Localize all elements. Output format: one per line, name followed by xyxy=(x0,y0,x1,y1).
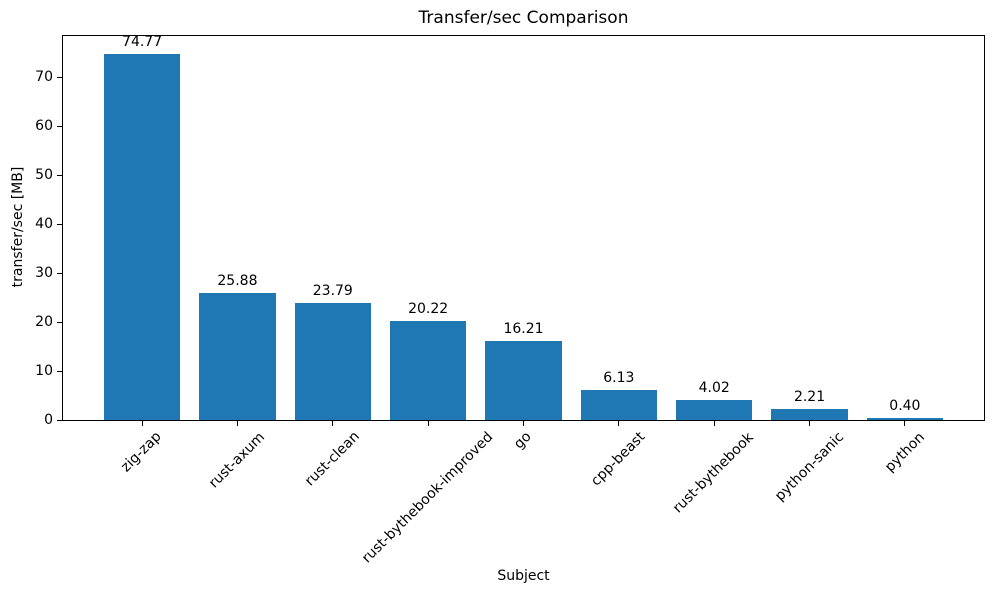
bar-value-label: 20.22 xyxy=(408,301,449,317)
y-tick xyxy=(57,419,62,421)
bar xyxy=(390,321,467,420)
x-tick xyxy=(904,421,906,426)
y-tick xyxy=(57,125,62,127)
bar-value-label: 6.13 xyxy=(603,370,635,386)
y-tick xyxy=(57,370,62,372)
x-tick xyxy=(332,421,334,426)
x-tick xyxy=(618,421,620,426)
bar-value-label: 25.88 xyxy=(217,273,258,289)
x-tick xyxy=(523,421,524,426)
y-tick xyxy=(57,223,62,225)
x-tick-label: rust-bythebook xyxy=(670,429,758,516)
bar-value-label: 16.21 xyxy=(503,321,544,337)
bar xyxy=(485,341,562,420)
x-tick-label: python-sanic xyxy=(771,428,847,504)
x-axis-label: Subject xyxy=(497,568,550,584)
y-tick-label: 60 xyxy=(35,118,53,135)
x-tick xyxy=(713,421,715,426)
y-tick xyxy=(57,272,62,274)
bar-value-label: 2.21 xyxy=(793,389,826,405)
bar xyxy=(199,293,276,420)
x-tick-label: rust-bythebook-improved xyxy=(359,428,497,567)
y-tick xyxy=(57,321,62,323)
y-tick xyxy=(57,76,62,78)
y-tick-label: 40 xyxy=(35,216,53,233)
bar xyxy=(676,400,753,420)
y-tick xyxy=(57,174,62,176)
y-tick-label: 70 xyxy=(35,69,53,86)
bar-value-label: 4.02 xyxy=(698,380,730,396)
y-tick-label: 0 xyxy=(44,412,53,428)
bar xyxy=(580,390,657,420)
bar-value-label: 0.40 xyxy=(889,398,921,414)
x-tick-label: rust-axum xyxy=(205,429,269,492)
x-tick-label: cpp-beast xyxy=(588,428,649,490)
x-tick-label: python xyxy=(881,429,928,475)
x-tick xyxy=(141,421,143,426)
y-tick-label: 10 xyxy=(35,363,53,380)
bar xyxy=(771,409,848,420)
x-tick xyxy=(427,421,429,426)
x-tick-label: zig-zap xyxy=(118,428,166,476)
x-tick xyxy=(809,421,811,426)
bar xyxy=(103,54,181,420)
y-tick-label: 20 xyxy=(35,314,53,331)
y-tick-label: 50 xyxy=(35,167,53,184)
bar xyxy=(294,303,371,420)
x-tick-label: go xyxy=(511,428,536,453)
bar xyxy=(866,418,944,420)
bar-value-label: 23.79 xyxy=(312,283,353,299)
chart-title: Transfer/sec Comparison xyxy=(418,8,629,28)
x-tick xyxy=(236,421,238,426)
y-tick-label: 30 xyxy=(35,265,53,282)
x-tick-label: rust-clean xyxy=(302,428,363,490)
bar-value-label: 74.77 xyxy=(122,34,163,50)
